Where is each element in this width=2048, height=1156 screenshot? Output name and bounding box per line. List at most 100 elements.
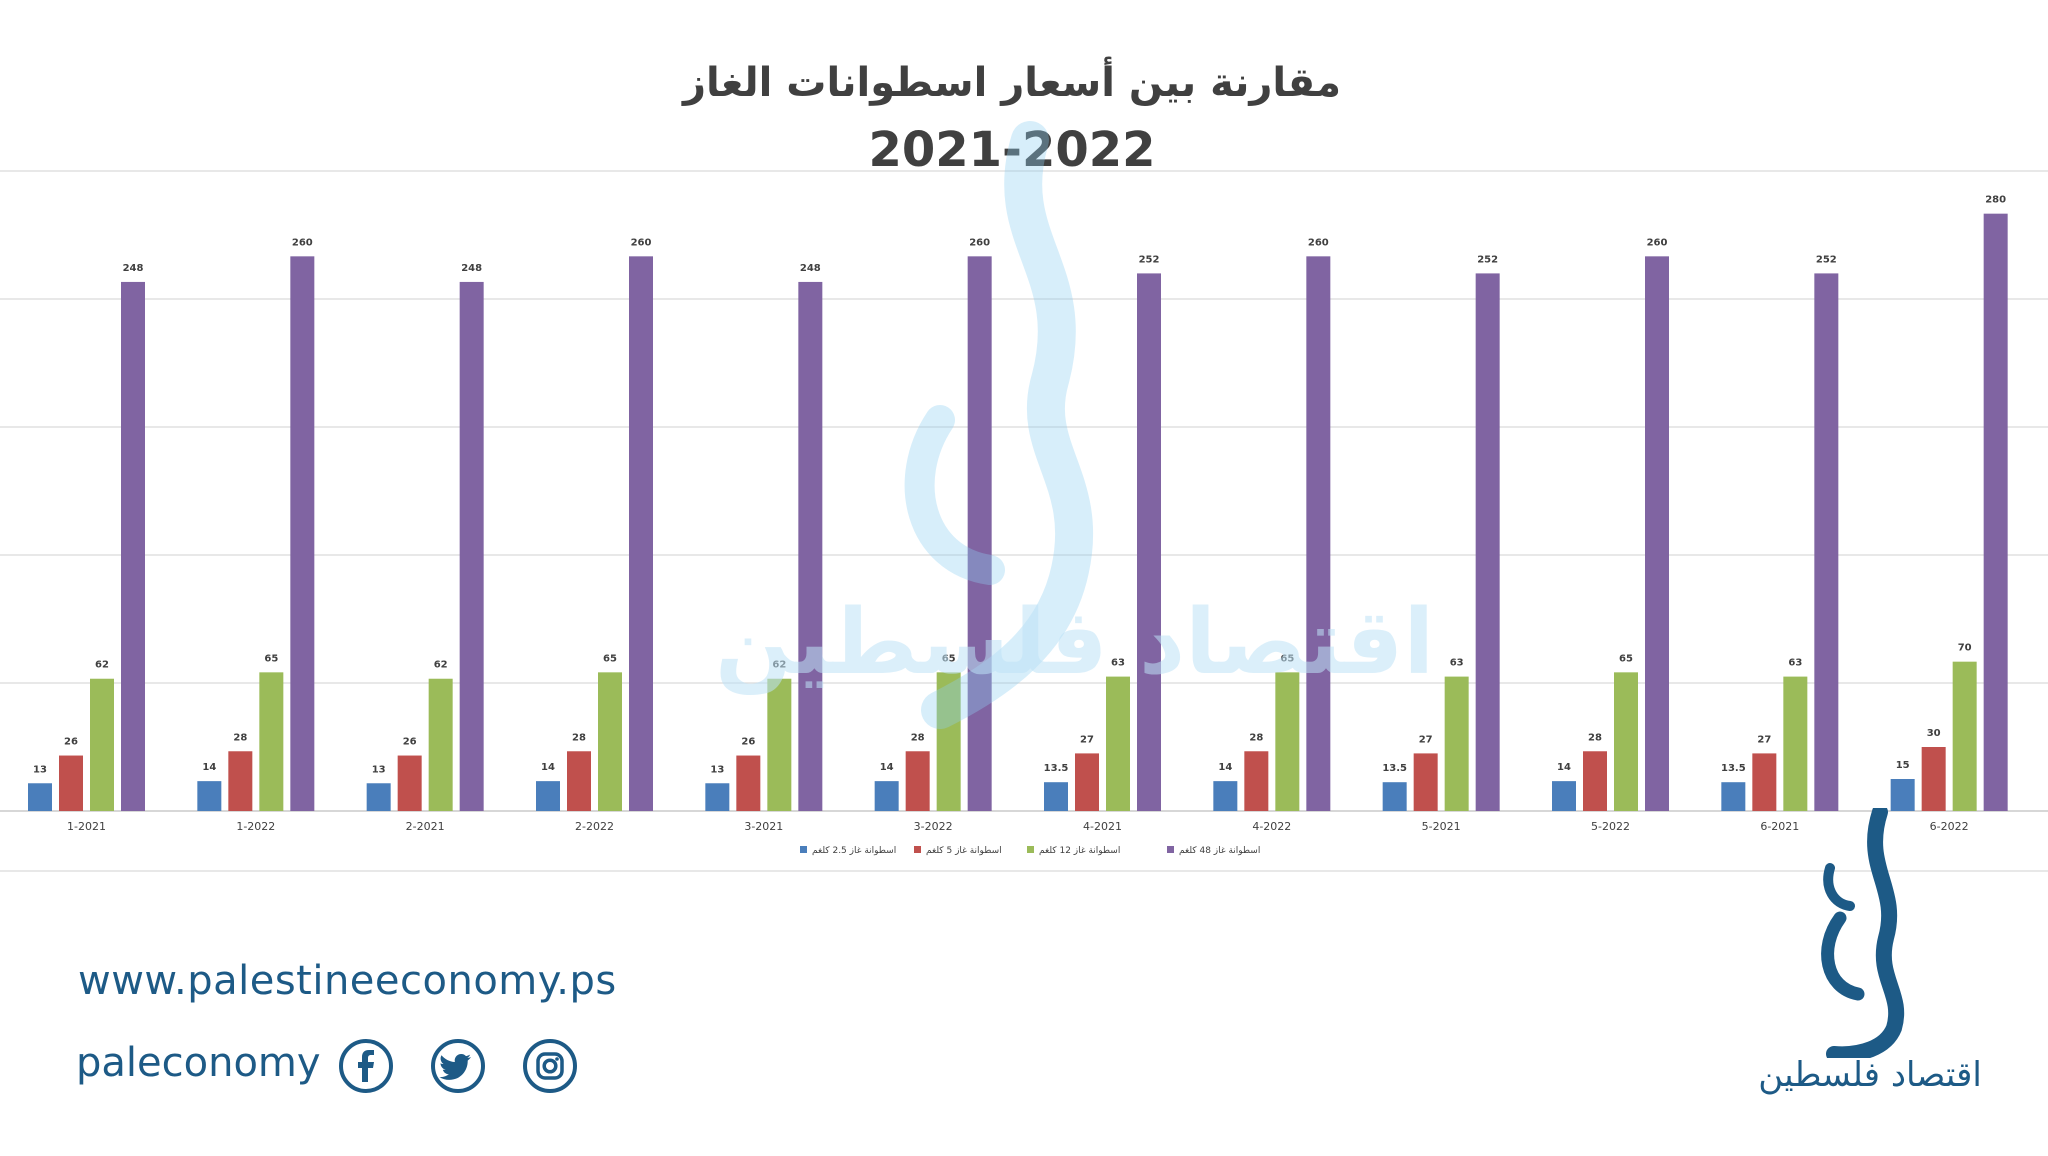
- bar: [1044, 782, 1068, 811]
- instagram-icon[interactable]: [522, 1038, 578, 1094]
- legend-label: اسطوانة غاز 12 كلغم: [1039, 846, 1120, 856]
- bar: [1952, 661, 1977, 811]
- x-tick-label: 1-2022: [236, 820, 275, 833]
- data-label: 260: [1308, 237, 1329, 248]
- x-tick-label: 3-2021: [744, 820, 783, 833]
- legend-label: اسطوانة غاز 2.5 كلغم: [812, 846, 896, 856]
- bar: [121, 281, 145, 811]
- x-tick-label: 4-2022: [1252, 820, 1291, 833]
- bar: [397, 755, 422, 811]
- data-label: 252: [1477, 254, 1498, 265]
- bar: [1783, 676, 1808, 811]
- legend-label: اسطوانة غاز 48 كلغم: [1179, 846, 1260, 856]
- bar: [1583, 751, 1607, 811]
- x-tick-label: 5-2021: [1422, 820, 1461, 833]
- data-label: 248: [123, 263, 144, 274]
- data-label: 14: [1557, 762, 1571, 773]
- bar: [1137, 273, 1161, 811]
- bar: [197, 781, 222, 811]
- bar: [1921, 747, 1946, 811]
- data-label: 63: [1111, 658, 1125, 669]
- data-label: 28: [1588, 732, 1602, 743]
- legend: اسطوانة غاز 2.5 كلغم اسطوانة غاز 5 كلغم اس…: [800, 846, 1260, 856]
- watermark-logo: [904, 121, 1094, 729]
- bar: [736, 755, 761, 811]
- brand-name: اقتصاد فلسطين: [1758, 1055, 1982, 1095]
- data-label: 65: [1619, 653, 1633, 664]
- data-label: 65: [264, 653, 278, 664]
- legend-swatch: [914, 846, 921, 853]
- bar: [905, 751, 930, 811]
- x-tick-label: 6-2021: [1760, 820, 1799, 833]
- data-label: 62: [434, 660, 448, 671]
- bar: [1075, 753, 1099, 811]
- social-handle: paleconomy: [76, 1040, 321, 1086]
- data-label: 65: [942, 653, 956, 664]
- data-label: 260: [1647, 237, 1668, 248]
- data-label: 252: [1139, 254, 1160, 265]
- data-label: 248: [461, 263, 482, 274]
- data-label: 28: [233, 732, 247, 743]
- x-tick-label: 1-2021: [67, 820, 106, 833]
- bar: [1213, 781, 1238, 811]
- bar: [1275, 672, 1300, 811]
- bar: [798, 281, 823, 811]
- data-label: 14: [880, 762, 894, 773]
- data-label: 62: [95, 660, 109, 671]
- data-label: 27: [1080, 734, 1094, 745]
- data-label: 65: [603, 653, 617, 664]
- x-tick-label: 6-2022: [1930, 820, 1969, 833]
- bar: [1306, 256, 1331, 811]
- data-label: 28: [1249, 732, 1263, 743]
- bar: [767, 678, 792, 811]
- data-label: 70: [1958, 643, 1972, 654]
- data-label: 252: [1816, 254, 1837, 265]
- x-tick-label: 4-2021: [1083, 820, 1122, 833]
- bar: [428, 678, 453, 811]
- gridlines: [0, 170, 2048, 872]
- bar: [90, 678, 114, 811]
- twitter-icon[interactable]: [430, 1038, 486, 1094]
- x-tick-label: 2-2021: [406, 820, 445, 833]
- data-labels: 13 26 62 248 14 28 65 260 13 26 62 248 14 28 65 260 13 26…: [33, 195, 2006, 776]
- legend-label: اسطوانة غاز 5 كلغم: [926, 846, 1002, 856]
- bar: [228, 751, 253, 811]
- legend-swatch: [1167, 846, 1174, 853]
- data-label: 26: [741, 737, 755, 748]
- legend-swatch: [1027, 846, 1034, 853]
- data-label: 14: [1218, 762, 1232, 773]
- bar: [598, 672, 622, 811]
- bar: [290, 256, 315, 811]
- bar: [1475, 273, 1500, 811]
- bar: [874, 781, 899, 811]
- bar: [936, 672, 961, 811]
- data-label: 30: [1927, 728, 1941, 739]
- x-tick-label: 3-2022: [914, 820, 953, 833]
- bar: [459, 281, 484, 811]
- data-label: 27: [1419, 734, 1433, 745]
- data-label: 13.5: [1382, 763, 1407, 774]
- bar: [629, 256, 653, 811]
- bar: [1983, 213, 2008, 811]
- bar: [1552, 781, 1576, 811]
- data-label: 260: [969, 237, 990, 248]
- data-label: 13: [372, 764, 386, 775]
- data-label: 63: [1450, 658, 1464, 669]
- bar: [1721, 782, 1746, 811]
- data-label: 28: [572, 732, 586, 743]
- data-label: 248: [800, 263, 821, 274]
- website-link[interactable]: www.palestineeconomy.ps: [78, 958, 617, 1004]
- facebook-icon[interactable]: [338, 1038, 394, 1094]
- bar: [1752, 753, 1777, 811]
- bar: [1444, 676, 1469, 811]
- bar: [1382, 782, 1407, 811]
- data-label: 260: [631, 237, 652, 248]
- bars: [28, 213, 2008, 811]
- bar: [1413, 753, 1438, 811]
- bar: [705, 783, 730, 811]
- bar: [259, 672, 284, 811]
- data-label: 63: [1788, 658, 1802, 669]
- x-axis-ticks: 1-2021 1-2022 2-2021 2-2022 3-2021 3-2022 4-20…: [67, 820, 1969, 833]
- watermark-text: اقتصاد فلسطين: [715, 590, 1435, 695]
